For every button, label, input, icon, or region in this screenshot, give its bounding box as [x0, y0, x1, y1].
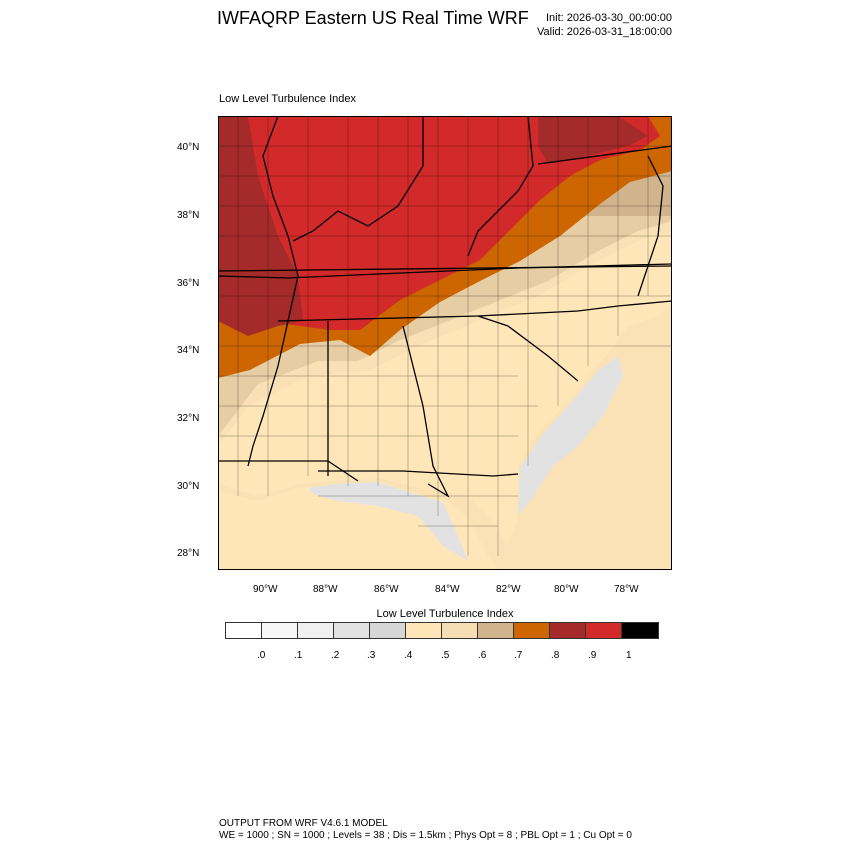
- colorbar-label: .0: [257, 650, 266, 661]
- turbulence-map: [218, 116, 672, 570]
- colorbar-title: Low Level Turbulence Index: [376, 608, 514, 620]
- init-time: Init: 2026-03-30_00:00:00: [546, 12, 672, 24]
- state-boundaries: [218, 116, 672, 498]
- lon-tick: 86°W: [374, 584, 399, 595]
- colorbar-swatch: [442, 623, 478, 638]
- model-info: OUTPUT FROM WRF V4.6.1 MODEL: [219, 818, 388, 829]
- lat-tick: 32°N: [177, 413, 200, 424]
- colorbar-label: .9: [588, 650, 597, 661]
- colorbar-swatch: [334, 623, 370, 638]
- gray-water-band: [308, 356, 623, 561]
- colorbar-label: .4: [404, 650, 413, 661]
- colorbar-label: 1: [626, 650, 632, 661]
- field-label: Low Level Turbulence Index: [219, 93, 356, 105]
- lat-tick: 28°N: [177, 548, 200, 559]
- colorbar: [225, 622, 659, 639]
- colorbar-label: .5: [441, 650, 450, 661]
- colorbar-swatch: [370, 623, 406, 638]
- colorbar-label: .1: [294, 650, 303, 661]
- county-lines: [218, 116, 672, 556]
- lat-tick: 34°N: [177, 345, 200, 356]
- colorbar-swatch: [226, 623, 262, 638]
- brown-region: [218, 116, 648, 336]
- lat-tick: 36°N: [177, 278, 200, 289]
- ocean: [218, 306, 672, 570]
- map-frame: [218, 116, 672, 570]
- lon-tick: 80°W: [554, 584, 579, 595]
- colorbar-swatch: [298, 623, 334, 638]
- colorbar-label: .6: [478, 650, 487, 661]
- lat-tick: 38°N: [177, 210, 200, 221]
- colorbar-swatch: [550, 623, 586, 638]
- colorbar-label: .8: [551, 650, 560, 661]
- colorbar-swatch: [406, 623, 442, 638]
- colorbar-swatch: [586, 623, 622, 638]
- colorbar-swatch: [478, 623, 514, 638]
- colorbar-label: .3: [367, 650, 376, 661]
- lat-tick: 40°N: [177, 142, 200, 153]
- lat-tick: 30°N: [177, 481, 200, 492]
- model-config: WE = 1000 ; SN = 1000 ; Levels = 38 ; Di…: [219, 830, 632, 841]
- plot-title: IWFAQRP Eastern US Real Time WRF: [217, 8, 529, 28]
- lon-tick: 90°W: [253, 584, 278, 595]
- lon-tick: 78°W: [614, 584, 639, 595]
- colorbar-label: .2: [331, 650, 340, 661]
- colorbar-label: .7: [514, 650, 523, 661]
- lon-tick: 88°W: [313, 584, 338, 595]
- colorbar-swatch: [514, 623, 550, 638]
- lon-tick: 84°W: [435, 584, 460, 595]
- lon-tick: 82°W: [496, 584, 521, 595]
- valid-time: Valid: 2026-03-31_18:00:00: [537, 26, 672, 38]
- colorbar-swatch: [622, 623, 658, 638]
- colorbar-swatch: [262, 623, 298, 638]
